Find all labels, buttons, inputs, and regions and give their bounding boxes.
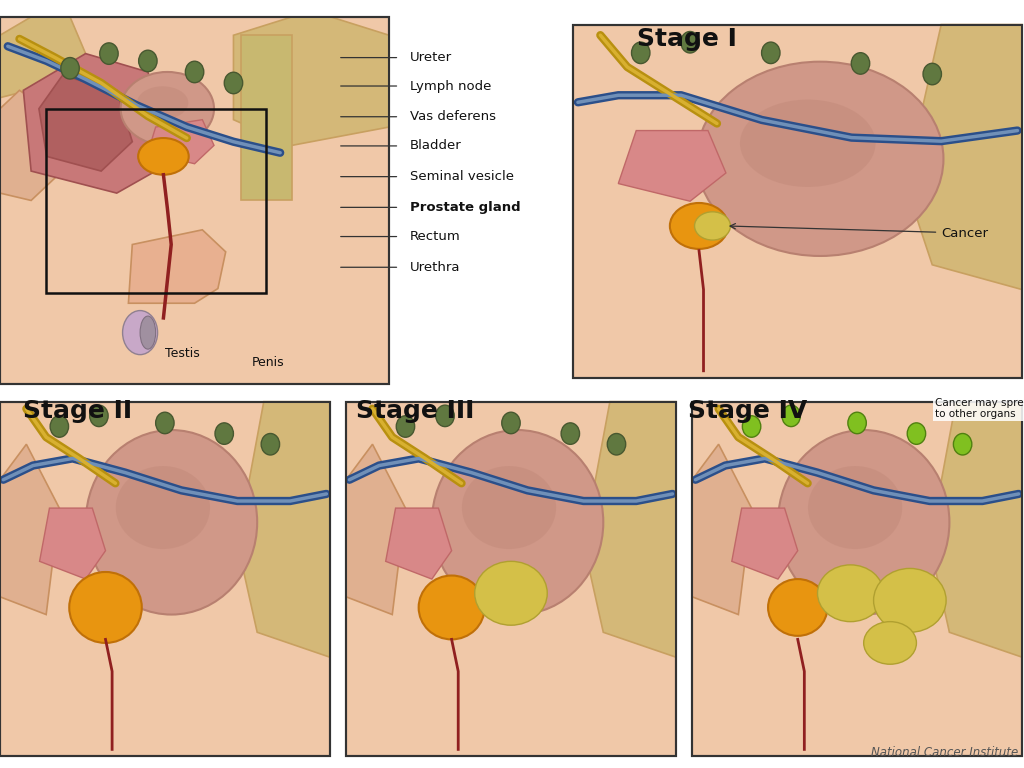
Bar bbox=[46, 109, 266, 293]
Ellipse shape bbox=[138, 50, 157, 71]
Polygon shape bbox=[0, 17, 86, 98]
Text: Stage III: Stage III bbox=[356, 399, 475, 423]
Polygon shape bbox=[386, 508, 452, 579]
Polygon shape bbox=[147, 120, 214, 164]
Bar bbox=[0, 402, 330, 756]
Ellipse shape bbox=[123, 310, 158, 355]
Ellipse shape bbox=[632, 42, 650, 64]
Ellipse shape bbox=[396, 415, 415, 437]
Ellipse shape bbox=[696, 61, 943, 256]
Ellipse shape bbox=[768, 579, 827, 636]
Bar bbox=[692, 402, 1022, 756]
Ellipse shape bbox=[224, 72, 243, 94]
Ellipse shape bbox=[863, 621, 916, 664]
Ellipse shape bbox=[740, 100, 876, 187]
Text: Stage IV: Stage IV bbox=[688, 399, 807, 423]
Ellipse shape bbox=[462, 466, 556, 549]
Text: Ureter: Ureter bbox=[410, 51, 452, 64]
Text: Penis: Penis bbox=[252, 356, 285, 369]
Ellipse shape bbox=[185, 61, 204, 83]
Bar bbox=[573, 25, 1022, 378]
Ellipse shape bbox=[436, 405, 455, 426]
Polygon shape bbox=[930, 402, 1022, 657]
Polygon shape bbox=[40, 508, 105, 579]
Ellipse shape bbox=[778, 430, 949, 614]
Text: Rectum: Rectum bbox=[410, 230, 461, 243]
Bar bbox=[346, 402, 676, 756]
Text: Stage I: Stage I bbox=[637, 27, 737, 51]
Text: Vas deferens: Vas deferens bbox=[410, 111, 496, 123]
Ellipse shape bbox=[848, 412, 866, 434]
Polygon shape bbox=[0, 444, 59, 614]
Polygon shape bbox=[905, 25, 1022, 290]
Text: Bladder: Bladder bbox=[410, 140, 462, 152]
Text: Seminal vesicle: Seminal vesicle bbox=[410, 170, 514, 183]
Ellipse shape bbox=[138, 138, 188, 175]
Bar bbox=[0, 17, 389, 384]
Text: Testis: Testis bbox=[165, 347, 200, 359]
Polygon shape bbox=[732, 508, 798, 579]
Ellipse shape bbox=[432, 430, 603, 614]
Bar bbox=[0, 402, 330, 756]
Ellipse shape bbox=[782, 405, 801, 426]
Polygon shape bbox=[0, 91, 70, 200]
Ellipse shape bbox=[502, 412, 520, 434]
Ellipse shape bbox=[851, 53, 869, 74]
Text: Prostate gland: Prostate gland bbox=[410, 201, 520, 214]
Ellipse shape bbox=[817, 565, 884, 621]
Ellipse shape bbox=[808, 466, 902, 549]
Polygon shape bbox=[233, 17, 389, 145]
Ellipse shape bbox=[70, 572, 141, 643]
Ellipse shape bbox=[156, 412, 174, 434]
Ellipse shape bbox=[475, 561, 547, 625]
Bar bbox=[0, 17, 389, 384]
Ellipse shape bbox=[215, 423, 233, 445]
Ellipse shape bbox=[694, 212, 730, 240]
Polygon shape bbox=[584, 402, 676, 657]
Ellipse shape bbox=[140, 316, 156, 349]
Polygon shape bbox=[346, 444, 406, 614]
Ellipse shape bbox=[121, 72, 214, 145]
Polygon shape bbox=[242, 35, 292, 200]
Text: Cancer: Cancer bbox=[730, 223, 988, 240]
Text: National Cancer Institute: National Cancer Institute bbox=[870, 746, 1018, 759]
Polygon shape bbox=[24, 54, 164, 193]
Ellipse shape bbox=[681, 31, 699, 53]
Bar bbox=[346, 402, 676, 756]
Ellipse shape bbox=[762, 42, 780, 64]
Polygon shape bbox=[238, 402, 330, 657]
Ellipse shape bbox=[90, 405, 109, 426]
Polygon shape bbox=[692, 444, 752, 614]
Polygon shape bbox=[618, 131, 726, 201]
Text: Cancer may spread
to other organs: Cancer may spread to other organs bbox=[935, 398, 1024, 419]
Text: Lymph node: Lymph node bbox=[410, 80, 490, 92]
Bar bbox=[573, 25, 1022, 378]
Polygon shape bbox=[128, 230, 225, 303]
Polygon shape bbox=[39, 75, 132, 171]
Ellipse shape bbox=[99, 43, 118, 65]
Ellipse shape bbox=[670, 203, 728, 249]
Ellipse shape bbox=[137, 86, 188, 119]
Ellipse shape bbox=[561, 423, 580, 445]
Ellipse shape bbox=[86, 430, 257, 614]
Ellipse shape bbox=[907, 423, 926, 445]
Ellipse shape bbox=[742, 415, 761, 437]
Ellipse shape bbox=[923, 63, 941, 84]
Ellipse shape bbox=[419, 575, 484, 640]
Text: Stage II: Stage II bbox=[23, 399, 132, 423]
Ellipse shape bbox=[60, 58, 79, 79]
Text: Urethra: Urethra bbox=[410, 261, 460, 273]
Ellipse shape bbox=[873, 568, 946, 632]
Bar bbox=[692, 402, 1022, 756]
Ellipse shape bbox=[607, 433, 626, 455]
Ellipse shape bbox=[261, 433, 280, 455]
Ellipse shape bbox=[116, 466, 210, 549]
Ellipse shape bbox=[50, 415, 69, 437]
Ellipse shape bbox=[953, 433, 972, 455]
